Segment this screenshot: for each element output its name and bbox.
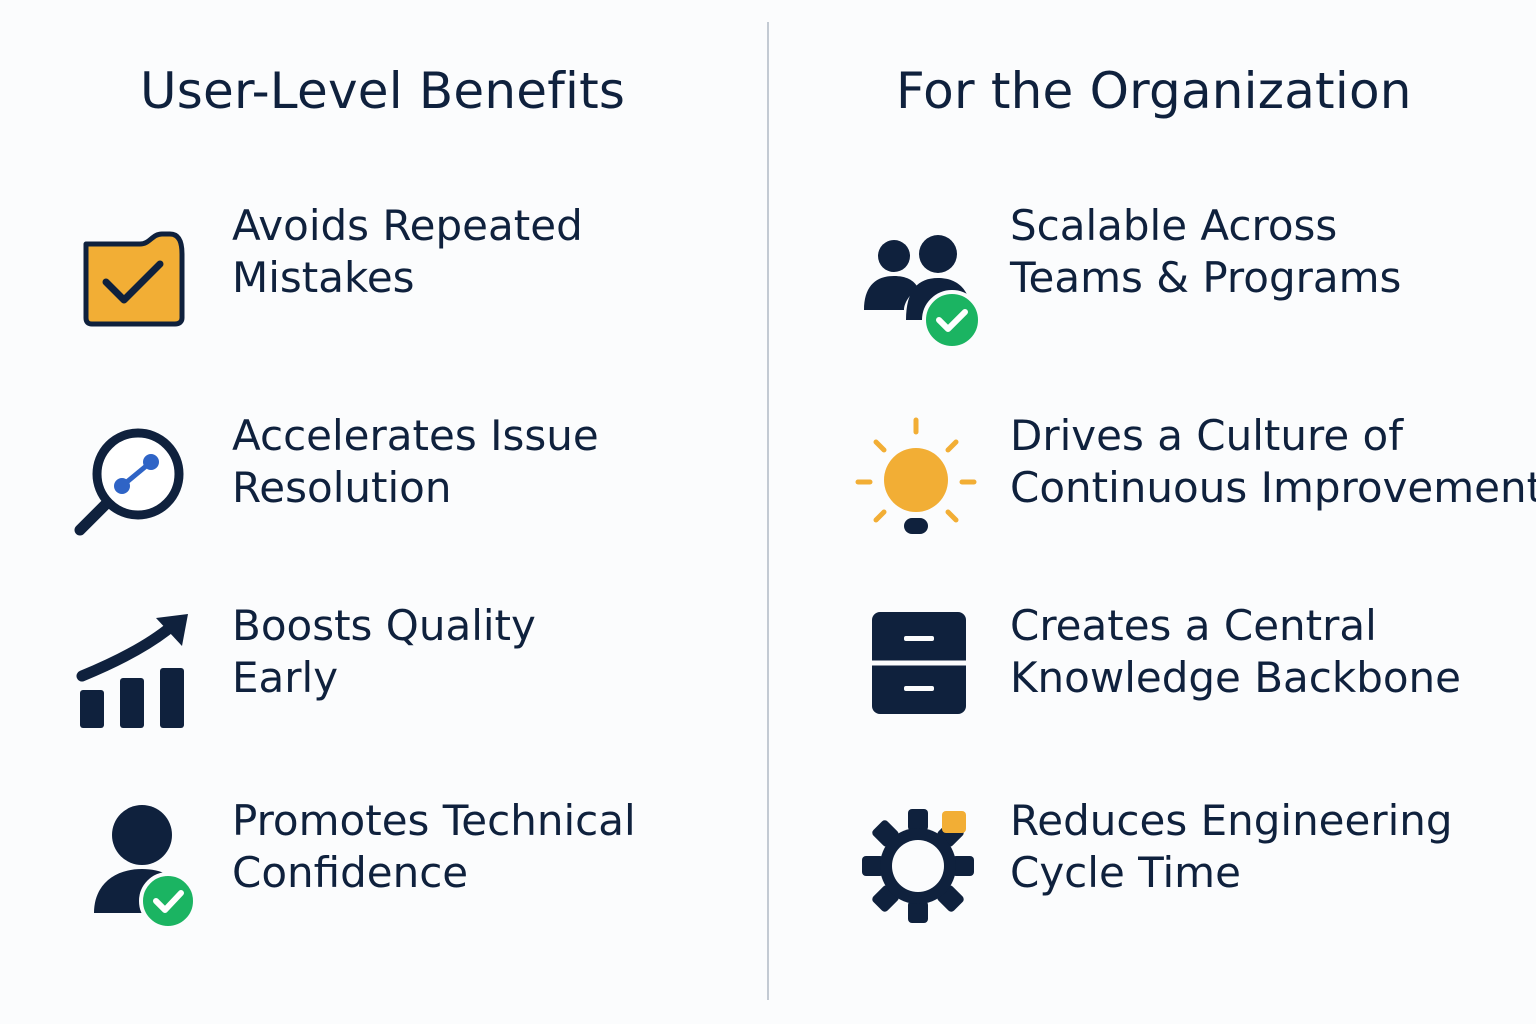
column-divider [767,22,769,1000]
benefit-item-boosts-quality-early: Boosts Quality Early [0,600,768,740]
benefit-line-2: Early [232,653,339,702]
benefit-line-1: Scalable Across [1010,201,1338,250]
benefit-item-reduces-cycle-time: Reduces Engineering Cycle Time [768,795,1536,935]
benefit-line-2: Teams & Programs [1010,253,1402,302]
benefit-line-1: Reduces Engineering [1010,796,1453,845]
gear-icon [852,801,982,931]
benefit-line-1: Creates a Central [1010,601,1377,650]
lightbulb-icon [852,412,982,542]
benefit-item-scalable-across-teams: Scalable Across Teams & Programs [768,200,1536,350]
benefit-line-2: Resolution [232,463,452,512]
benefit-item-central-knowledge-backbone: Creates a Central Knowledge Backbone [768,600,1536,740]
benefit-line-1: Avoids Repeated [232,201,583,250]
organization-benefits-column: For the Organization Scalable Across Tea… [768,0,1536,1024]
benefit-line-2: Continuous Improvement [1010,463,1536,512]
benefit-item-promotes-technical-confidence: Promotes Technical Confidence [0,795,768,935]
benefit-line-1: Boosts Quality [232,601,536,650]
user-level-benefits-title: User-Level Benefits [140,62,626,120]
benefit-line-1: Promotes Technical [232,796,636,845]
user-level-benefits-column: User-Level Benefits Avoids Repeated Mist… [0,62,768,935]
benefit-line-1: Drives a Culture of [1010,411,1404,460]
benefit-line-2: Confidence [232,848,469,897]
magnifier-icon [68,420,198,550]
benefit-text: Reduces Engineering Cycle Time [1010,795,1453,899]
user-check-icon [68,801,198,931]
benefit-line-2: Knowledge Backbone [1010,653,1462,702]
benefit-text: Drives a Culture of Continuous Improveme… [1010,410,1536,514]
folder-check-icon [68,214,198,344]
benefit-line-1: Accelerates Issue [232,411,599,460]
benefit-item-continuous-improvement: Drives a Culture of Continuous Improveme… [768,410,1536,550]
benefit-text: Avoids Repeated Mistakes [232,200,583,304]
benefit-text: Promotes Technical Confidence [232,795,636,899]
file-cabinet-icon [852,606,982,736]
benefit-text: Accelerates Issue Resolution [232,410,599,514]
growth-chart-icon [68,602,198,732]
benefit-text: Boosts Quality Early [232,600,536,704]
benefit-line-2: Mistakes [232,253,415,302]
benefit-item-avoids-repeated-mistakes: Avoids Repeated Mistakes [0,200,768,340]
organization-benefits-title: For the Organization [896,62,1412,120]
benefit-line-2: Cycle Time [1010,848,1241,897]
team-check-icon [852,224,982,354]
benefit-text: Scalable Across Teams & Programs [1010,200,1401,304]
benefit-item-accelerates-issue-resolution: Accelerates Issue Resolution [0,410,768,550]
benefit-text: Creates a Central Knowledge Backbone [1010,600,1461,704]
